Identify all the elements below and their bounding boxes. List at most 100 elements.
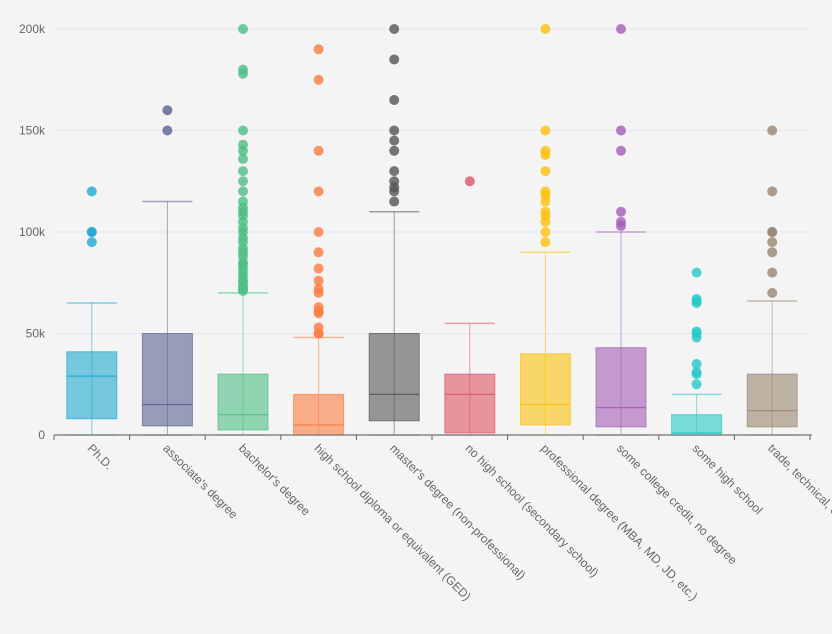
y-tick-label: 200k — [19, 22, 46, 36]
outlier-point — [767, 237, 778, 248]
outlier-point — [389, 135, 400, 146]
box-2 — [217, 24, 269, 436]
outlier-point — [691, 293, 702, 304]
outlier-point — [313, 275, 324, 286]
outlier-point — [313, 263, 324, 274]
outlier-point — [313, 283, 324, 294]
outlier-point — [616, 145, 626, 156]
outlier-point — [464, 176, 475, 187]
y-tick-label: 150k — [19, 124, 46, 138]
outlier-point — [691, 326, 702, 337]
box-3 — [293, 44, 345, 436]
boxes — [66, 24, 798, 436]
box-iqr — [444, 373, 496, 434]
outlier-point — [616, 206, 626, 217]
box-5 — [444, 176, 496, 436]
box-iqr — [66, 351, 118, 420]
outlier-point — [86, 186, 97, 197]
outlier-point — [238, 153, 248, 164]
outlier-point — [238, 176, 248, 187]
outlier-point — [313, 302, 324, 313]
outlier-point — [389, 24, 400, 34]
outlier-point — [691, 267, 702, 278]
outlier-point — [86, 227, 97, 237]
outlier-point — [540, 125, 551, 136]
x-tick-label: Ph.D. — [85, 441, 116, 472]
outlier-point — [238, 24, 248, 34]
outlier-point — [313, 322, 324, 333]
y-tick-label: 100k — [19, 225, 46, 239]
outlier-point — [389, 196, 400, 207]
box-1 — [141, 105, 193, 436]
outlier-point — [540, 24, 551, 34]
outlier-point — [389, 145, 400, 156]
outlier-point — [389, 166, 400, 177]
x-tick-label: master's degree (non-professional) — [387, 441, 528, 582]
x-tick-label: some college credit, no degree — [614, 441, 740, 567]
outlier-point — [389, 176, 400, 187]
outlier-point — [616, 125, 626, 136]
outlier-point — [313, 227, 324, 237]
box-0 — [66, 186, 118, 436]
x-tick-label: professional degree (MBA, MD, JD, etc.) — [538, 441, 700, 603]
x-tick-label: some high school — [689, 441, 765, 517]
outlier-point — [540, 206, 551, 217]
outlier-point — [313, 44, 324, 55]
x-tick-label: trade, technical, or vocational training — [765, 441, 832, 591]
outlier-point — [313, 247, 324, 258]
box-8 — [671, 267, 723, 436]
box-iqr — [671, 414, 723, 436]
outlier-point — [767, 125, 778, 136]
box-iqr — [595, 347, 647, 428]
box-iqr — [217, 373, 269, 431]
outlier-point — [313, 145, 324, 156]
outlier-point — [389, 54, 400, 65]
outlier-point — [691, 358, 702, 369]
outlier-point — [540, 227, 551, 237]
box-9 — [746, 125, 798, 436]
outlier-point — [767, 287, 778, 298]
outlier-point — [238, 166, 248, 177]
outlier-point — [389, 95, 400, 106]
outlier-point — [767, 267, 778, 278]
outlier-point — [238, 64, 248, 75]
box-iqr — [141, 333, 193, 427]
box-7 — [595, 24, 647, 436]
x-tick-label: associate's degree — [160, 441, 241, 522]
outlier-point — [313, 74, 324, 85]
outlier-point — [238, 186, 248, 197]
outlier-point — [238, 125, 248, 136]
outlier-point — [540, 166, 551, 177]
outlier-point — [162, 105, 173, 116]
x-tick-label: no high school (secondary school) — [463, 441, 602, 580]
x-tick-label: bachelor's degree — [236, 441, 313, 518]
outlier-point — [238, 139, 248, 150]
outlier-point — [540, 186, 551, 197]
outlier-point — [540, 145, 551, 156]
outlier-point — [616, 24, 626, 34]
outlier-point — [162, 125, 173, 136]
outlier-point — [540, 237, 551, 248]
outlier-point — [86, 237, 97, 248]
box-iqr — [746, 373, 798, 428]
box-iqr — [519, 353, 571, 426]
box-4 — [368, 24, 420, 436]
outlier-point — [767, 186, 778, 197]
y-tick-label: 50k — [26, 327, 46, 341]
x-tick-label: high school diploma or equivalent (GED) — [311, 441, 473, 603]
outlier-point — [767, 247, 778, 258]
outlier-point — [691, 379, 702, 390]
box-6 — [519, 24, 571, 436]
outlier-point — [616, 216, 626, 227]
box-iqr — [293, 393, 345, 436]
outlier-point — [767, 227, 778, 237]
y-axis: 0 50k 100k 150k 200k — [19, 22, 46, 442]
outlier-point — [313, 186, 324, 197]
y-tick-label: 0 — [38, 428, 45, 442]
outlier-point — [238, 196, 248, 207]
gridlines — [54, 28, 810, 334]
outlier-point — [389, 125, 400, 136]
outlier-point — [691, 367, 702, 378]
